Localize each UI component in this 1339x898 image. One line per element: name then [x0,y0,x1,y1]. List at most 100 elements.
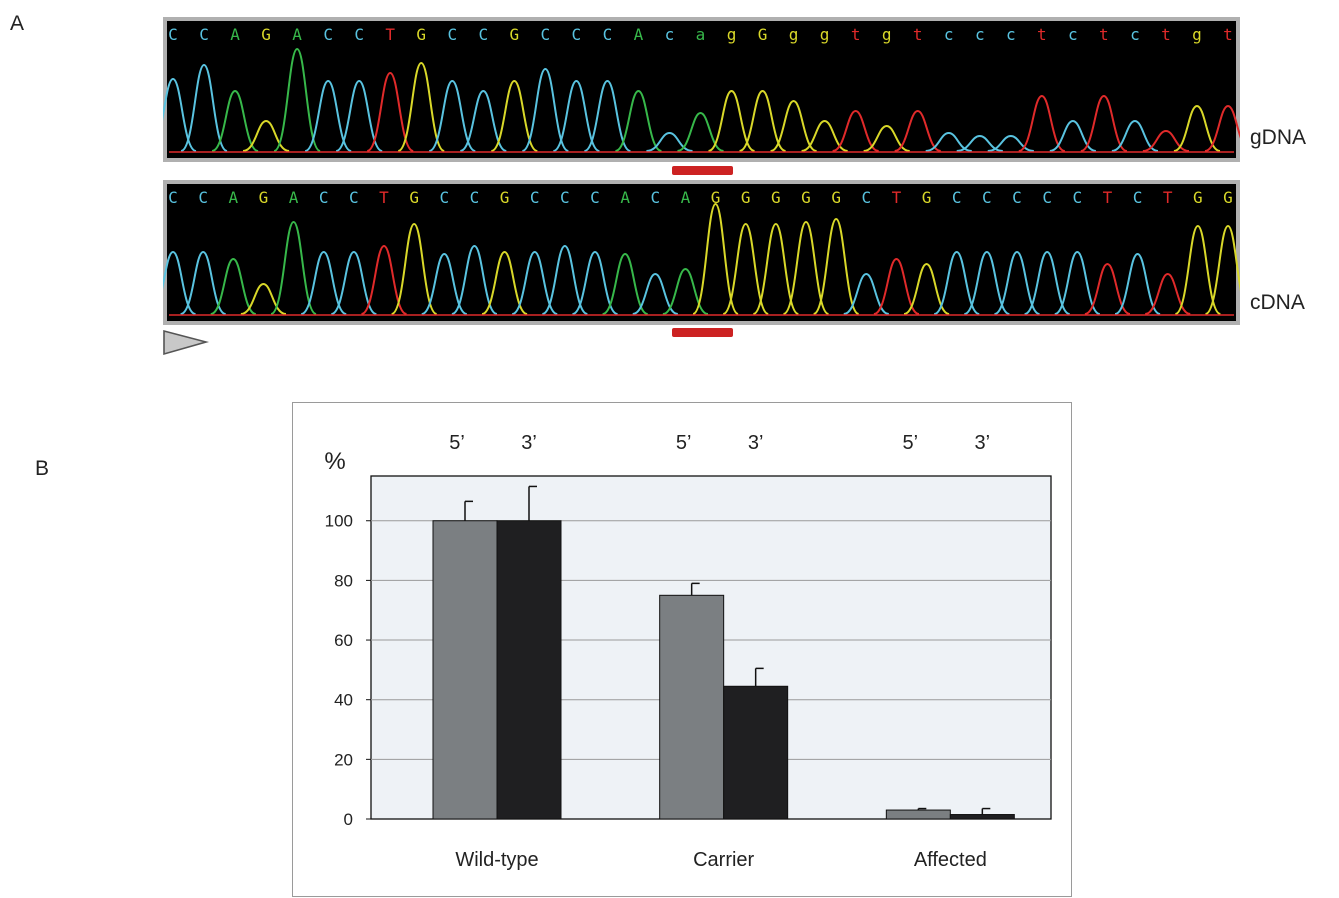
trace-peak [240,282,287,315]
base-call: C [1133,188,1143,207]
trace-peak [1114,252,1161,315]
base-call: G [741,188,751,207]
cdna-label: cDNA [1250,291,1305,314]
panel-b-label: B [35,457,50,480]
trace-peak [632,272,679,315]
series-header-label: 5’ [676,432,692,454]
trace-peak [300,250,347,315]
trace-peak [614,89,662,152]
series-header-label: 3’ [748,432,764,454]
base-call: T [1163,188,1173,207]
base-call: G [409,188,419,207]
trace-peak [428,79,476,152]
trace-peak [925,131,972,152]
trace-peak [1173,104,1221,152]
trace-peak [832,109,880,152]
base-call: C [447,25,457,44]
trace-peak [211,89,259,152]
base-call: C [982,188,992,207]
base-call: A [228,188,238,207]
trace-peak [708,89,755,152]
trace-peak [521,67,569,152]
base-call: c [944,25,954,44]
bar [885,809,951,820]
trace-peak [1080,94,1128,152]
base-call: t [1037,25,1047,44]
trace-peak [304,79,352,152]
base-call: G [758,25,768,44]
base-call: G [1223,188,1233,207]
base-call: C [478,25,488,44]
base-call: G [831,188,841,207]
trace-peak [903,262,950,315]
trace-peak [722,222,769,315]
base-call: g [820,25,830,44]
base-call: T [379,188,389,207]
y-axis-label: % [324,448,345,475]
trace-peak [552,79,600,152]
base-call: C [349,188,359,207]
series-header-label: 3’ [521,432,537,454]
trace-peak [180,63,228,152]
trace-peak [163,250,196,315]
series-header-label: 5’ [903,432,919,454]
trace-peak [1018,94,1066,152]
base-call: C [199,25,209,44]
bar [949,814,1015,820]
trace-peak [180,250,227,315]
trace-peak [541,244,588,315]
base-call: c [1006,25,1016,44]
trace-peak [1024,250,1071,315]
sequence-start-arrow-icon [163,329,210,356]
base-call: A [620,188,630,207]
trace-peak [210,257,257,315]
series-header-label: 3’ [975,432,991,454]
base-call: t [851,25,861,44]
series-header-label: 5’ [449,432,465,454]
base-call: A [289,188,299,207]
trace-peak [490,79,538,152]
trace-peak [801,119,848,152]
trace-peak [421,252,468,315]
trace-peak [397,61,445,152]
base-call: C [603,25,613,44]
trace-peak [692,202,739,315]
base-call: G [771,188,781,207]
bar-chart-svg: 0 20 40 60 80 100% Wild-type 5’ 3’ Carrier 5’ 3’ Aff… [324,432,1052,871]
y-tick-label: 20 [334,750,353,769]
bar-chart-frame: 0 20 40 60 80 100% Wild-type 5’ 3’ Carrier 5’ 3’ Aff… [292,402,1072,897]
base-call: C [952,188,962,207]
bar [659,594,725,820]
panel-a-label: A [10,12,25,35]
base-call: G [416,25,426,44]
trace-peak [1174,224,1221,315]
base-call: t [1099,25,1109,44]
base-call: C [861,188,871,207]
trace-peak [391,222,438,315]
trace-peak [451,244,498,315]
base-call: C [1072,188,1082,207]
base-call: T [1103,188,1113,207]
trace-peak [481,250,528,315]
base-call: C [541,25,551,44]
base-call: G [711,188,721,207]
base-call: c [1130,25,1140,44]
trace-peak [843,272,890,315]
base-call: t [1161,25,1171,44]
cdna-insertion-marker [672,328,733,337]
base-call: T [892,188,902,207]
trace-peak [459,89,507,152]
base-call: C [439,188,449,207]
base-call: C [168,188,178,207]
gdna-insertion-marker [672,166,733,175]
base-call: C [168,25,178,44]
base-call: T [385,25,395,44]
trace-peak [987,134,1034,152]
base-call: g [727,25,737,44]
gdna-label: gDNA [1250,126,1307,149]
trace-peak [360,244,408,315]
base-call: t [1223,25,1233,44]
trace-peak [1111,119,1159,152]
